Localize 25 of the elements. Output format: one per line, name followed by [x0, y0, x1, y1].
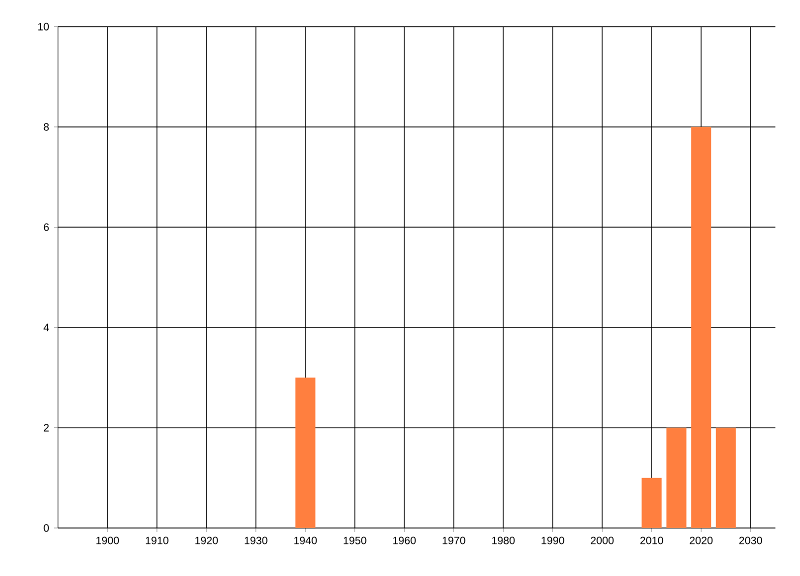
y-tick-label: 0: [44, 524, 49, 532]
x-tick-label: 1950: [344, 536, 366, 544]
x-tick-label: 1930: [244, 536, 268, 544]
y-tick-label: 6: [44, 223, 49, 231]
x-tick-label: 2020: [690, 536, 713, 544]
x-tick-label: 1980: [492, 536, 515, 544]
bar: [295, 378, 316, 528]
x-tick-label: 2010: [640, 536, 664, 544]
y-tick-label: 2: [44, 424, 49, 432]
x-tick-label: 1990: [542, 536, 564, 544]
y-tick-label: 4: [44, 324, 49, 332]
bar: [691, 126, 712, 528]
x-tick-label: 1910: [146, 536, 168, 544]
x-tick-label: 1960: [393, 536, 416, 544]
x-tick-label: 1940: [294, 536, 317, 544]
x-tick-label: 1920: [195, 536, 218, 544]
y-tick-label: 10: [38, 22, 49, 30]
bar: [642, 478, 662, 528]
x-tick-label: 2000: [590, 536, 614, 544]
y-tick-label: 8: [44, 123, 49, 131]
x-tick-label: 1970: [442, 536, 466, 544]
bar: [666, 428, 686, 528]
x-tick-label: 2030: [739, 536, 762, 544]
x-tick-label: 1900: [96, 536, 119, 544]
bar: [716, 428, 736, 528]
